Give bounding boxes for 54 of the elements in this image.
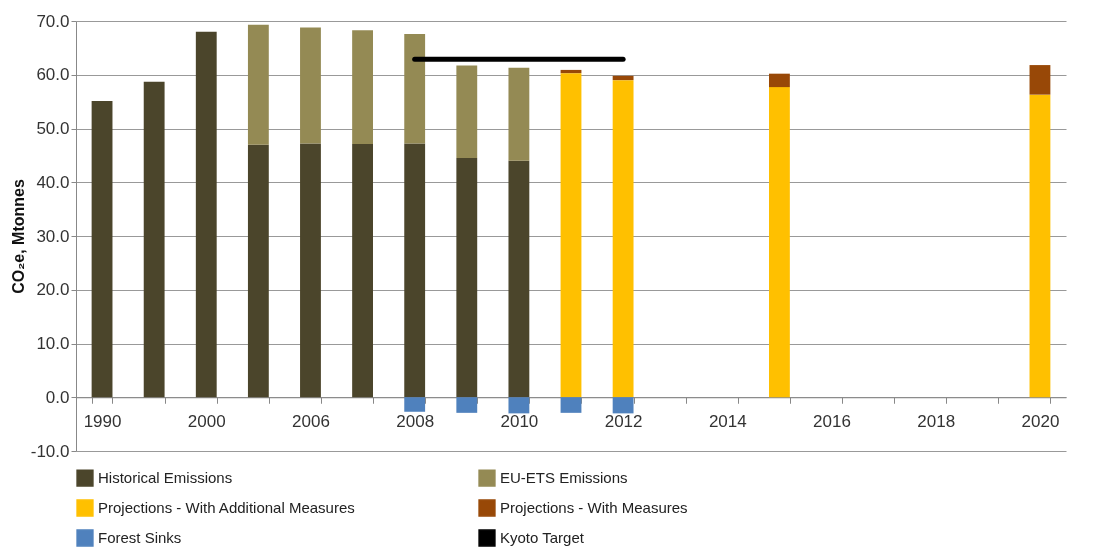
y-tick-label: 30.0 [36, 226, 70, 246]
bar [508, 160, 530, 398]
bar [612, 397, 634, 414]
legend-label: Projections - With Measures [500, 499, 688, 516]
bar [404, 143, 426, 398]
bar [560, 397, 582, 413]
bar [1029, 94, 1051, 398]
bar [456, 397, 478, 413]
legend-label: Historical Emissions [98, 469, 233, 487]
legend-label: EU-ETS Emissions [500, 469, 628, 487]
y-tick-label: 70.0 [36, 11, 70, 31]
legend-label: Forest Sinks [98, 529, 182, 546]
bar [247, 144, 269, 398]
bar [300, 143, 321, 398]
x-tick-label: 2006 [292, 411, 330, 431]
y-axis-title: CO₂e, Mtonnes [9, 179, 27, 294]
bar [247, 24, 269, 145]
bar [456, 158, 478, 398]
y-tick-label: 50.0 [36, 119, 70, 138]
bar [352, 144, 373, 398]
x-tick-label: 2018 [917, 411, 956, 431]
x-tick-label: 1990 [83, 411, 122, 431]
bar [1029, 65, 1051, 95]
bar [508, 397, 530, 414]
bar [560, 69, 582, 74]
bar [404, 397, 426, 412]
legend-label: Kyoto Target [500, 529, 585, 546]
bar [456, 65, 478, 159]
y-tick-label: 20.0 [36, 280, 70, 300]
bar [769, 87, 790, 398]
bar [769, 73, 790, 88]
y-tick-label: 60.0 [36, 65, 70, 85]
y-tick-label: -10.0 [30, 441, 70, 461]
bar [143, 81, 165, 398]
legend-label: Projections - With Additional Measures [98, 499, 355, 516]
bar [404, 33, 426, 144]
x-tick-label: 2008 [396, 411, 435, 431]
y-tick-label: 40.0 [36, 172, 70, 192]
x-tick-label: 2020 [1021, 411, 1060, 431]
bar [560, 73, 582, 398]
x-tick-label: 2016 [813, 411, 851, 431]
x-tick-label: 2012 [604, 411, 643, 431]
bar [612, 80, 634, 398]
bar [612, 75, 634, 81]
y-tick-label: 10.0 [36, 334, 70, 353]
x-tick-label: 2014 [708, 411, 747, 431]
x-tick-label: 2000 [187, 411, 226, 431]
bar [195, 31, 217, 398]
y-tick-label: 0.0 [45, 387, 70, 407]
bar [300, 27, 321, 144]
bar [91, 101, 113, 398]
bar [508, 67, 530, 161]
bar [352, 30, 373, 145]
x-tick-label: 2010 [500, 411, 539, 431]
